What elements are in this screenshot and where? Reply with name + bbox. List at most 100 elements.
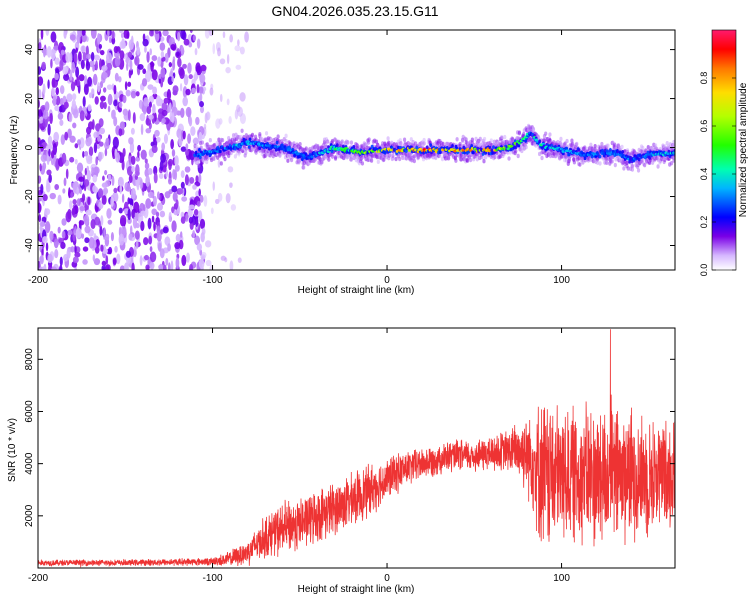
noise-blob xyxy=(188,150,196,161)
noise-blob xyxy=(179,67,185,80)
signal-halo xyxy=(672,158,675,163)
noise-blob xyxy=(39,221,46,228)
noise-blob xyxy=(110,196,114,208)
noise-blob xyxy=(94,216,101,226)
noise-blob xyxy=(121,38,126,50)
noise-blob xyxy=(175,257,180,269)
signal-halo xyxy=(244,150,248,155)
noise-blob xyxy=(214,198,220,205)
noise-blob xyxy=(111,175,115,187)
noise-blob xyxy=(199,92,203,102)
signal-halo xyxy=(197,163,201,168)
noise-blob xyxy=(156,136,161,143)
noise-blob xyxy=(96,82,101,93)
noise-blob xyxy=(118,128,123,137)
noise-blob xyxy=(237,106,243,117)
noise-blob xyxy=(39,254,44,265)
noise-blob xyxy=(210,207,214,215)
signal-halo xyxy=(284,133,288,139)
noise-blob xyxy=(200,254,206,260)
noise-blob xyxy=(191,87,196,94)
noise-blob xyxy=(99,80,104,89)
noise-blob xyxy=(183,74,189,86)
signal-halo xyxy=(219,161,223,166)
noise-blob xyxy=(105,52,113,64)
signal-halo xyxy=(492,139,496,145)
signal-core xyxy=(407,149,412,152)
noise-blob xyxy=(155,31,159,41)
noise-blob xyxy=(167,177,172,185)
noise-blob xyxy=(161,142,166,151)
noise-blob xyxy=(140,210,146,216)
noise-blob xyxy=(42,194,48,202)
noise-blob xyxy=(105,137,110,147)
noise-blob xyxy=(48,173,52,183)
noise-blob xyxy=(69,156,75,163)
noise-blob xyxy=(145,175,150,187)
noise-blob xyxy=(209,87,214,96)
noise-blob xyxy=(143,254,150,261)
noise-blob xyxy=(235,64,242,70)
noise-blob xyxy=(40,30,44,40)
noise-blob xyxy=(173,210,179,216)
noise-blob xyxy=(174,242,181,250)
noise-blob xyxy=(88,146,94,157)
noise-blob xyxy=(203,126,207,137)
noise-blob xyxy=(93,54,100,61)
noise-blob xyxy=(78,176,85,182)
noise-blob xyxy=(62,95,67,104)
noise-blob xyxy=(181,254,187,267)
noise-blob xyxy=(115,152,121,163)
noise-blob xyxy=(167,158,174,167)
noise-blob xyxy=(38,76,44,86)
noise-blob xyxy=(122,147,126,157)
signal-halo xyxy=(240,128,244,133)
x-tick-label: 0 xyxy=(384,573,390,584)
noise-blob xyxy=(47,135,53,146)
noise-blob xyxy=(177,57,182,68)
noise-blob xyxy=(70,191,74,198)
noise-blob xyxy=(137,63,144,70)
noise-blob xyxy=(140,149,147,160)
signal-halo xyxy=(327,157,331,162)
noise-blob xyxy=(125,89,131,97)
signal-halo xyxy=(578,162,582,167)
noise-blob xyxy=(199,73,206,84)
noise-blob xyxy=(128,137,134,145)
noise-blob xyxy=(62,188,66,194)
signal-halo xyxy=(288,141,292,146)
noise-blob xyxy=(47,79,50,90)
colorbar-tick-label: 0.2 xyxy=(699,216,709,229)
noise-blob xyxy=(158,78,162,84)
noise-blob xyxy=(217,192,223,202)
noise-blob xyxy=(185,213,189,222)
signal-halo xyxy=(441,141,445,147)
noise-blob xyxy=(98,201,104,210)
noise-blob xyxy=(82,259,88,265)
noise-blob xyxy=(198,131,203,143)
signal-core xyxy=(506,147,511,151)
noise-blob xyxy=(45,242,49,252)
noise-blob xyxy=(75,66,80,78)
noise-blob xyxy=(119,183,122,195)
noise-blob xyxy=(69,34,76,41)
noise-blob xyxy=(72,93,77,101)
signal-halo xyxy=(326,139,330,144)
x-tick-label: -100 xyxy=(203,573,223,584)
noise-blob xyxy=(199,101,204,108)
noise-blob xyxy=(175,233,181,243)
noise-blob xyxy=(107,30,110,38)
signal-halo xyxy=(636,168,641,173)
noise-blob xyxy=(188,116,193,127)
noise-blob xyxy=(195,175,199,184)
noise-blob xyxy=(186,252,190,263)
signal-halo xyxy=(654,143,658,148)
spectrogram-x-axis-label: Height of straight line (km) xyxy=(298,285,415,296)
noise-blob xyxy=(159,248,165,259)
noise-blob xyxy=(82,52,87,62)
noise-blob xyxy=(226,98,230,106)
noise-blob xyxy=(151,208,158,216)
noise-blob xyxy=(101,195,107,205)
signal-halo xyxy=(359,156,363,162)
noise-blob xyxy=(44,208,51,216)
